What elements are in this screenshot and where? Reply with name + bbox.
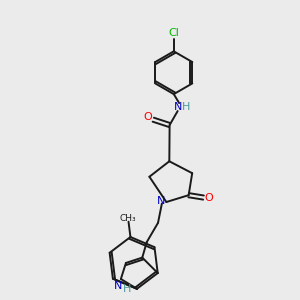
Text: O: O <box>143 112 152 122</box>
Text: H: H <box>123 284 131 293</box>
Text: N: N <box>173 102 182 112</box>
Text: CH₃: CH₃ <box>119 214 136 223</box>
Text: N: N <box>157 196 165 206</box>
Text: Cl: Cl <box>168 28 179 38</box>
Text: O: O <box>205 193 213 202</box>
Text: N: N <box>114 280 123 290</box>
Text: H: H <box>182 102 190 112</box>
